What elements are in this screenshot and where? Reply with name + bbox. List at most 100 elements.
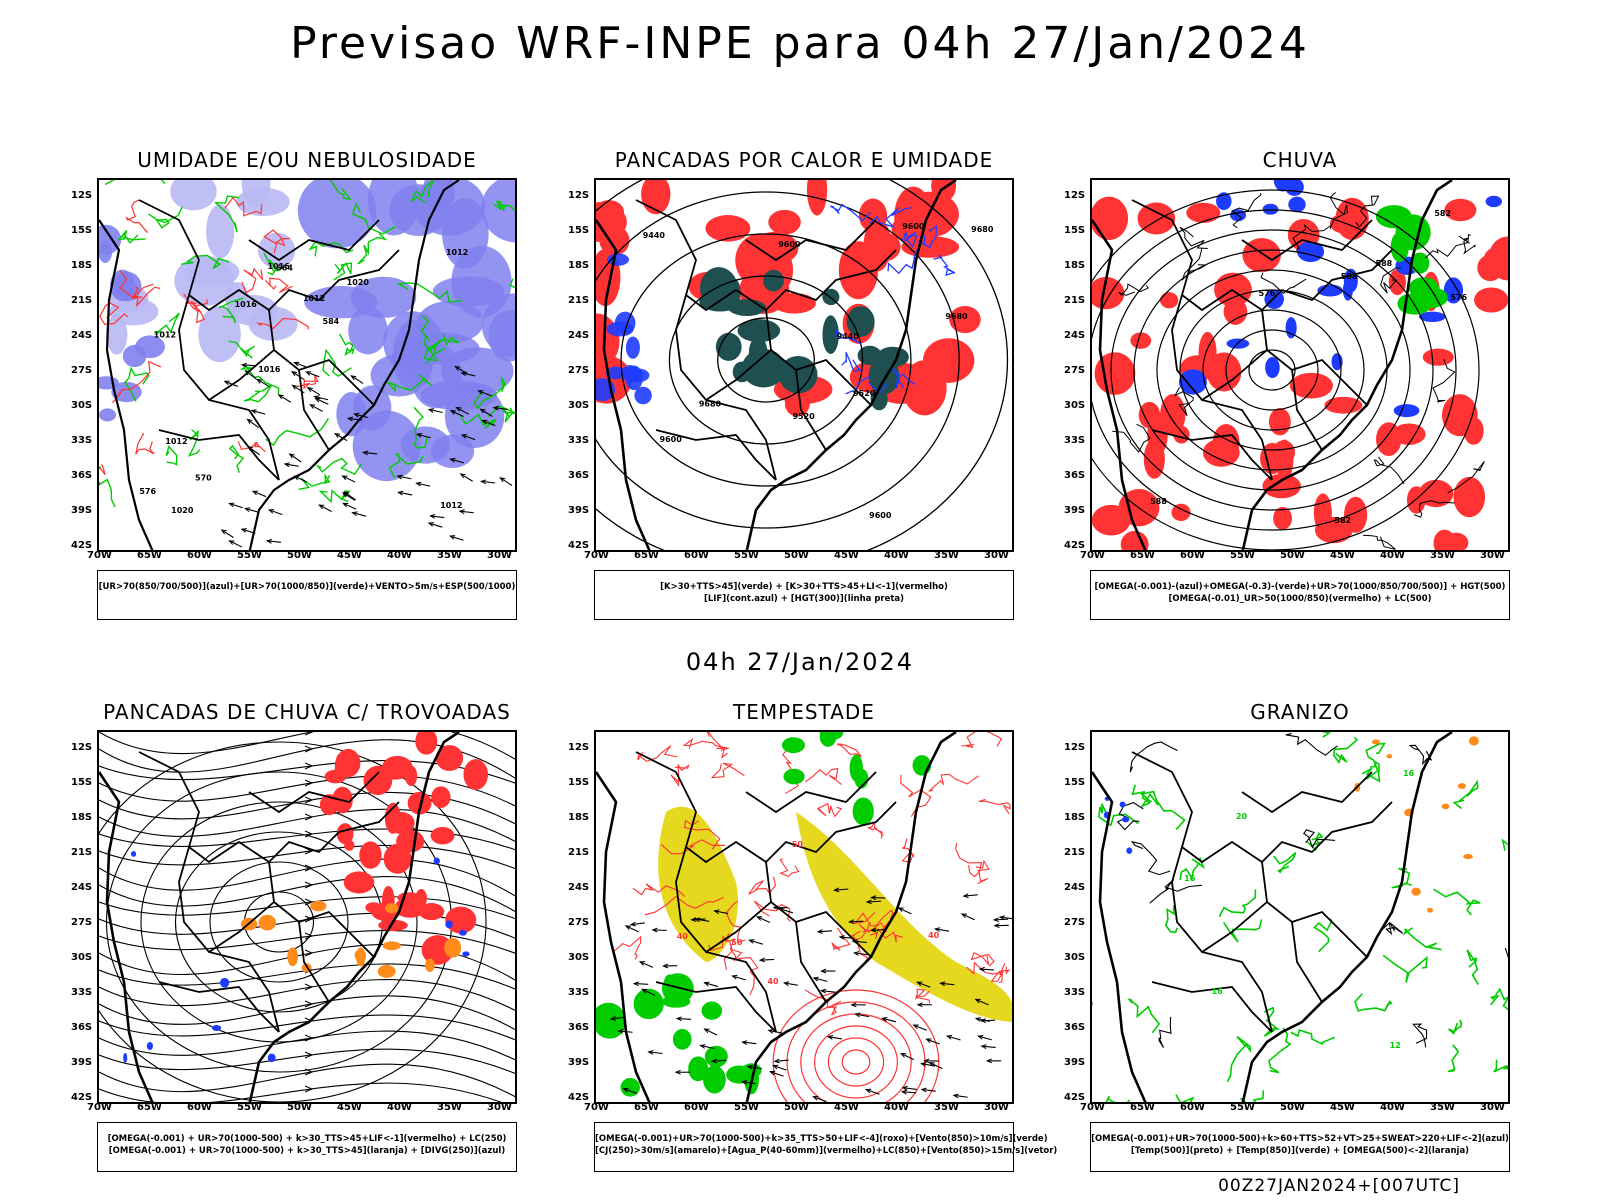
longitude-tick-label: 60W <box>187 1102 212 1113</box>
latitude-tick-label: 21S <box>1064 295 1086 306</box>
contour-line <box>1424 233 1471 259</box>
shaded-area <box>1371 739 1381 745</box>
wind-vector-head <box>304 371 312 376</box>
shaded-area <box>350 276 417 318</box>
shaded-area <box>387 811 415 834</box>
state-border <box>1241 219 1373 262</box>
state-border <box>1291 921 1323 1003</box>
latitude-tick-label: 27S <box>71 917 93 928</box>
wind-vector <box>821 990 836 993</box>
longitude-tick-label: 35W <box>934 550 959 561</box>
longitude-tick-label: 30W <box>487 550 512 561</box>
wind-vector <box>742 1041 757 1045</box>
wind-vector-head <box>291 370 298 377</box>
shaded-area <box>1171 503 1191 522</box>
longitude-tick-label: 45W <box>337 1102 362 1113</box>
contour-line <box>1504 947 1508 958</box>
contour-line <box>1448 1019 1463 1035</box>
wind-vector-head <box>820 968 827 974</box>
state-border <box>208 901 275 953</box>
state-border <box>795 369 827 451</box>
wind-vector-head <box>341 475 348 481</box>
flow-arrow <box>304 732 314 736</box>
wind-vector <box>900 1053 915 1061</box>
wind-vector-head <box>638 961 646 966</box>
wind-vector-head <box>812 976 819 982</box>
shaded-area <box>324 769 347 784</box>
contour-line <box>1133 249 1411 491</box>
wind-vector <box>342 475 356 483</box>
wind-vector-head <box>985 1058 992 1064</box>
contour-line <box>1452 779 1479 810</box>
shaded-area <box>424 958 435 972</box>
shaded-area <box>1126 847 1133 854</box>
latitude-tick-label: 18S <box>1064 260 1086 271</box>
latitude-tick-label: 27S <box>568 365 590 376</box>
wind-vector-head <box>622 1087 629 1093</box>
contour-line <box>966 961 1006 976</box>
wind-vector <box>691 918 706 921</box>
contour-line <box>660 839 726 855</box>
flow-arrow <box>304 881 314 889</box>
wind-vector <box>291 371 305 380</box>
contour-line <box>333 262 353 281</box>
map-graphic: 16 16 20 12 16 <box>1092 732 1508 1102</box>
contour-line <box>256 317 309 330</box>
wind-vector-head <box>362 450 369 456</box>
shaded-area <box>1457 783 1467 789</box>
state-border <box>1131 199 1393 312</box>
wind-vector-head <box>870 895 877 901</box>
forecast-map: 9680 9600 9520 9440 9440 9600 9680 9600 9520 9600… <box>594 178 1014 552</box>
flow-arrow <box>304 932 314 940</box>
wind-vector-head <box>772 1064 779 1070</box>
wind-vector-head <box>346 416 354 422</box>
panel-legend: [K>30+TTS>45](verde) + [K>30+TTS>45+LI<-… <box>594 570 1014 620</box>
coastline <box>99 732 460 1102</box>
wind-vector-head <box>901 1085 908 1091</box>
contour-line <box>800 1013 912 1102</box>
wind-vector-head <box>703 1028 710 1034</box>
map-graphic <box>99 732 515 1102</box>
contour-line <box>869 207 912 228</box>
longitude-tick-label: 65W <box>634 550 659 561</box>
wind-vector <box>461 434 476 441</box>
contour-line <box>413 406 428 449</box>
longitude-tick-label: 30W <box>487 1102 512 1113</box>
contour-line <box>1285 733 1338 756</box>
wind-vector-head <box>629 921 636 927</box>
contour-label: 1012 <box>446 248 468 257</box>
contour-line <box>867 821 884 839</box>
contour-line <box>1380 267 1401 294</box>
contour-line <box>1402 927 1442 951</box>
wind-vector-head <box>838 935 845 940</box>
shaded-area <box>726 1065 753 1084</box>
shaded-area <box>672 1028 692 1050</box>
contour-line <box>140 801 418 1043</box>
legend-line: [OMEGA(-0.001) + UR>70(1000-500) + k>30_… <box>107 1134 507 1144</box>
latitude-tick-label: 33S <box>1064 987 1086 998</box>
shaded-area <box>705 215 751 242</box>
latitude-tick-label: 15S <box>568 777 590 788</box>
contour-line <box>632 883 686 898</box>
latitude-tick-label: 21S <box>568 295 590 306</box>
wind-vector <box>732 975 747 981</box>
contour-label: 9440 <box>643 231 666 240</box>
shaded-area <box>1441 803 1450 810</box>
flow-arrow <box>304 1000 314 1008</box>
wind-vector-head <box>952 1093 959 1099</box>
shaded-area <box>412 180 486 236</box>
latitude-tick-label: 36S <box>71 470 93 481</box>
contour-line <box>1378 921 1404 936</box>
contour-line <box>1092 209 1457 531</box>
contour-line <box>786 1001 926 1102</box>
contour-line <box>1354 993 1393 1012</box>
wind-vector-head <box>314 397 321 403</box>
shaded-area <box>430 826 455 845</box>
wind-vector-head <box>448 535 456 540</box>
state-border <box>1261 861 1368 958</box>
contour-line <box>1321 732 1332 738</box>
wind-vector-head <box>429 514 436 519</box>
shaded-area <box>1410 252 1430 274</box>
wind-vector-head <box>318 504 325 510</box>
contour-line <box>410 180 435 204</box>
